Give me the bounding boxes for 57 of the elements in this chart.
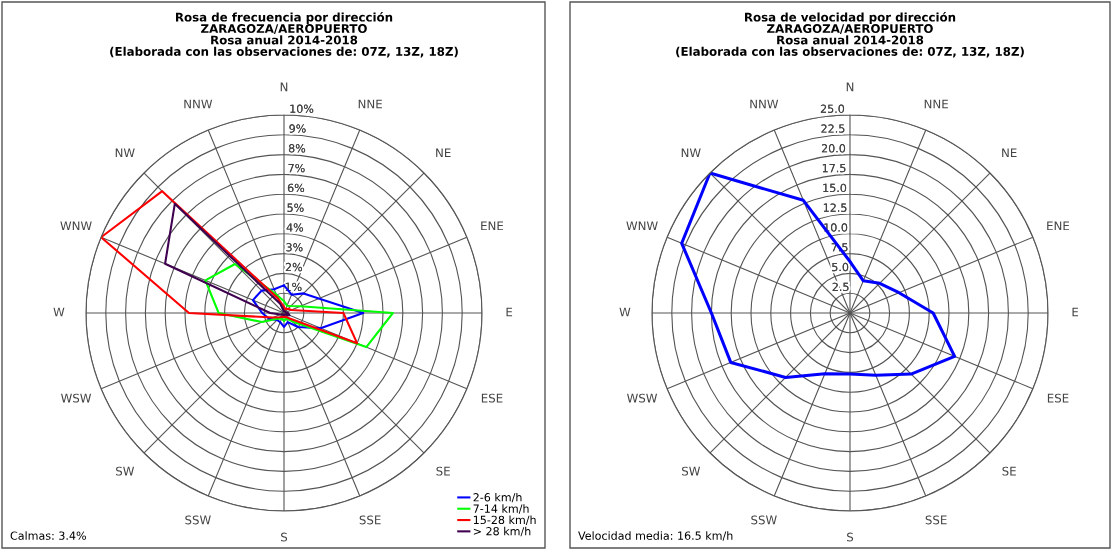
text: Velocidad media: 16.5 km/h xyxy=(578,531,733,541)
spoke-label: SE xyxy=(1002,466,1016,476)
legend-label: 15-28 km/h xyxy=(473,515,536,525)
spoke-label: SE xyxy=(436,466,450,476)
chart-title: Rosa de velocidad por dirección ZARAGOZA/AEROPUERTO Rosa anual 2014-2018 (Elaborada con las observaciones de: 07Z, 13Z, 18Z) xyxy=(676,12,1024,58)
spoke-label: N xyxy=(846,82,854,92)
spoke-label: ESE xyxy=(1047,393,1069,403)
y-tick-label: 9% xyxy=(289,124,306,133)
y-tick-label: 22.5 xyxy=(821,124,845,133)
y-tick-label: 12.5 xyxy=(823,203,847,212)
spoke-label: WNW xyxy=(626,221,658,231)
spoke-label: NNW xyxy=(184,99,213,109)
y-tick-label: 4% xyxy=(286,223,304,232)
spoke-label: NW xyxy=(681,148,701,158)
chart-title: Rosa de frecuencia por dirección ZARAGOZA/AEROPUERTO Rosa anual 2014-2018 (Elaborada con las observaciones de: 07Z, 13Z, 18Z) xyxy=(110,12,458,58)
spoke-label: ENE xyxy=(481,221,504,231)
spoke-label: S xyxy=(847,532,854,542)
spoke-label: SSE xyxy=(359,515,381,525)
legend-label: 7-14 km/h xyxy=(473,504,529,514)
y-tick-label: 5% xyxy=(287,203,304,212)
legend-label: 2-6 km/h xyxy=(473,492,522,503)
text: Calmas: 3.4% xyxy=(10,531,86,540)
spoke-label: SW xyxy=(116,466,135,476)
y-tick-label: 8% xyxy=(288,144,306,153)
spoke-label: WNW xyxy=(60,221,92,231)
y-tick-label: 3% xyxy=(286,243,303,252)
spoke-label: ENE xyxy=(1047,221,1070,231)
y-tick-label: 25.0 xyxy=(820,104,845,113)
spoke-label: NNW xyxy=(750,99,779,109)
spoke-label: SSW xyxy=(185,515,211,525)
spoke-label: SW xyxy=(682,466,701,476)
spoke-label: N xyxy=(280,82,288,92)
spoke-label: SSE xyxy=(925,515,947,525)
y-tick-label: 10% xyxy=(290,104,314,113)
y-tick-label: 2.5 xyxy=(832,282,849,292)
y-tick-label: 2% xyxy=(285,262,303,272)
spoke-label: NW xyxy=(115,148,135,158)
spoke-label: S xyxy=(281,532,288,542)
y-tick-label: 7% xyxy=(288,163,305,173)
legend-label: > 28 km/h xyxy=(473,526,531,537)
spoke-label: SSW xyxy=(751,515,777,525)
spoke-label: E xyxy=(1072,307,1079,317)
spoke-label: NE xyxy=(436,148,451,158)
spoke-label: W xyxy=(53,307,65,317)
spoke-label: WSW xyxy=(627,393,658,403)
y-tick-label: 15.0 xyxy=(823,183,847,193)
y-tick-label: 6% xyxy=(287,183,305,193)
spoke-label: NNE xyxy=(358,99,382,109)
spoke-label: ESE xyxy=(481,393,503,403)
spoke-label: NNE xyxy=(924,99,948,109)
y-tick-label: 20.0 xyxy=(821,144,846,153)
spoke-label: NE xyxy=(1002,148,1017,158)
spoke-label: E xyxy=(506,307,513,317)
y-tick-label: 17.5 xyxy=(822,164,846,173)
spoke-label: WSW xyxy=(61,393,92,403)
y-tick-label: 5.0 xyxy=(832,262,849,272)
spoke-label: W xyxy=(619,307,631,317)
